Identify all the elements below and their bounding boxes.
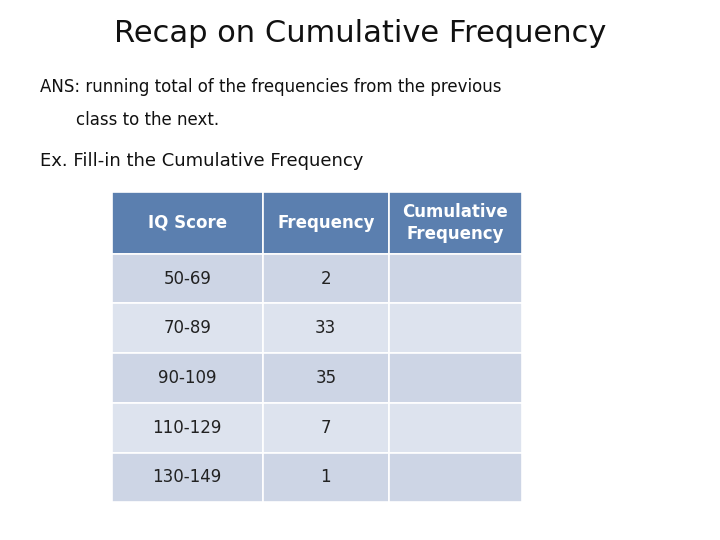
Bar xyxy=(263,303,389,353)
Bar xyxy=(112,303,263,353)
Bar xyxy=(112,254,263,303)
Bar xyxy=(263,353,389,403)
Bar xyxy=(389,254,522,303)
Text: 110-129: 110-129 xyxy=(153,418,222,437)
Bar xyxy=(263,192,389,254)
Bar xyxy=(263,254,389,303)
Text: IQ Score: IQ Score xyxy=(148,214,227,232)
Bar xyxy=(112,453,263,502)
Bar xyxy=(389,303,522,353)
Text: class to the next.: class to the next. xyxy=(76,111,219,129)
Bar xyxy=(112,353,263,403)
Text: 35: 35 xyxy=(315,369,336,387)
Text: Cumulative
Frequency: Cumulative Frequency xyxy=(402,202,508,243)
Text: 130-149: 130-149 xyxy=(153,468,222,487)
Text: Frequency: Frequency xyxy=(277,214,374,232)
Text: Ex. Fill-in the Cumulative Frequency: Ex. Fill-in the Cumulative Frequency xyxy=(40,152,363,170)
Text: 70-89: 70-89 xyxy=(163,319,211,338)
Text: Recap on Cumulative Frequency: Recap on Cumulative Frequency xyxy=(114,19,606,48)
Bar xyxy=(389,403,522,453)
Bar xyxy=(263,403,389,453)
Bar xyxy=(389,192,522,254)
Bar xyxy=(112,403,263,453)
Bar xyxy=(389,353,522,403)
Text: 50-69: 50-69 xyxy=(163,269,211,288)
Text: 1: 1 xyxy=(320,468,331,487)
Text: 90-109: 90-109 xyxy=(158,369,217,387)
Bar xyxy=(263,453,389,502)
Text: 33: 33 xyxy=(315,319,336,338)
Text: ANS: running total of the frequencies from the previous: ANS: running total of the frequencies fr… xyxy=(40,78,501,96)
Text: 2: 2 xyxy=(320,269,331,288)
Text: 7: 7 xyxy=(320,418,331,437)
Bar xyxy=(389,453,522,502)
Bar xyxy=(112,192,263,254)
